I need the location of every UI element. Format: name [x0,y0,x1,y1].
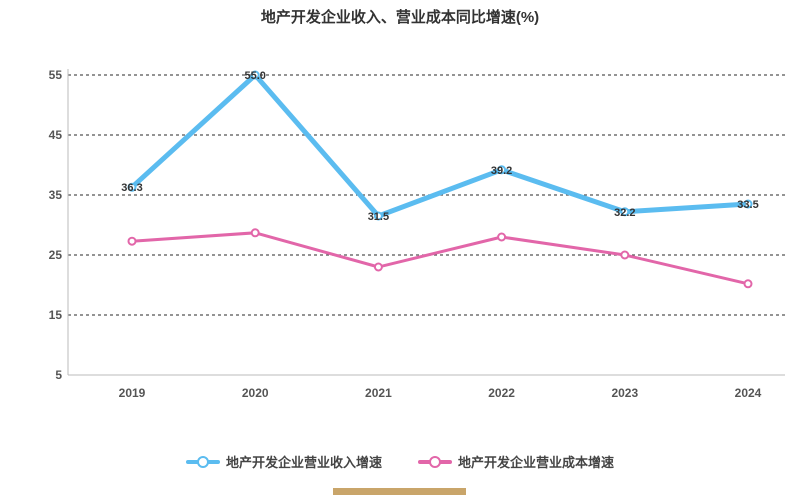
data-point [127,182,137,192]
data-point [497,165,507,175]
legend-label-revenue: 地产开发企业营业收入增速 [225,455,382,470]
x-tick-label: 2020 [242,386,269,400]
data-label: 33.5 [737,199,758,211]
y-tick-label: 35 [49,188,63,202]
data-point [743,279,753,289]
legend-swatch-cost [418,455,452,468]
data-point [497,232,507,242]
data-point [250,70,260,80]
line-chart: 5 15 25 35 45 55 2019 2020 2021 2022 2023 2024 36.3 5… [49,68,785,400]
series-line [129,72,751,219]
y-tick-label: 25 [49,248,63,262]
data-point [373,211,383,221]
legend-item-revenue[interactable]: 地产开发企业营业收入增速 [185,452,382,471]
legend-label-cost: 地产开发企业营业成本增速 [458,455,615,470]
legend-item-cost[interactable]: 地产开发企业营业成本增速 [418,452,614,471]
legend-swatch-revenue [185,455,220,468]
chart-title: 地产开发企业收入、营业成本同比增速(%) [260,9,540,26]
data-point [620,250,630,260]
chart-legend: 地产开发企业营业收入增速 地产开发企业营业成本增速 [0,452,800,471]
data-label: 31.5 [368,211,389,223]
data-label: 55.0 [244,70,265,82]
series-line [130,231,750,286]
data-point [620,207,630,217]
y-tick-label: 55 [49,68,63,82]
x-tick-label: 2023 [611,386,638,400]
x-tick-label: 2021 [365,386,392,400]
x-tick-label: 2024 [735,386,762,400]
data-label: 36.3 [121,182,142,194]
y-tick-label: 15 [49,308,63,322]
y-tick-label: 45 [49,128,63,142]
data-label: 32.2 [614,207,635,219]
data-point [743,199,753,209]
x-tick-label: 2019 [119,386,146,400]
data-label: 39.2 [491,165,512,177]
x-tick-label: 2022 [488,386,515,400]
y-tick-label: 5 [55,368,62,382]
data-point [373,262,383,272]
data-point [127,236,137,246]
source-watermark-bar [333,488,466,495]
data-point [250,228,260,238]
